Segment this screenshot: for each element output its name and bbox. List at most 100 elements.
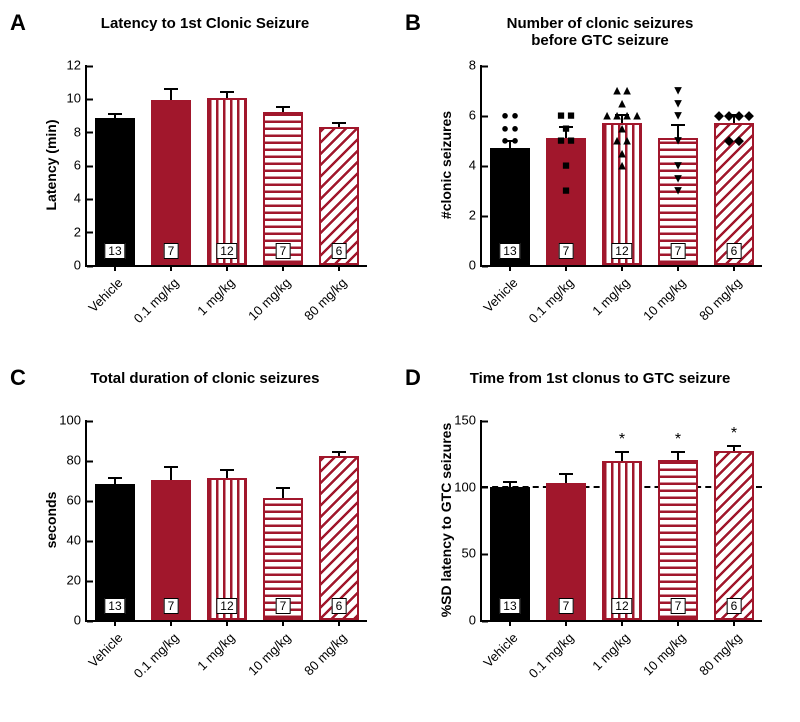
data-point: ● — [516, 171, 524, 184]
x-tick-mark — [565, 265, 567, 271]
error-bar — [114, 113, 116, 119]
bar: 6 — [714, 451, 754, 620]
n-label: 7 — [559, 598, 574, 614]
error-bar — [733, 445, 735, 450]
chart-title: Time from 1st clonus to GTC seizure — [405, 371, 795, 388]
x-tick-mark — [170, 265, 172, 271]
x-tick-mark — [509, 265, 511, 271]
y-axis-label: seconds — [43, 420, 59, 620]
y-tick: 8 — [469, 58, 482, 73]
bar: 13 — [490, 487, 530, 620]
significance-marker: * — [675, 431, 681, 449]
data-point: ■ — [562, 184, 570, 197]
panel-A: ALatency to 1st Clonic Seizure0246810121… — [10, 10, 400, 350]
y-axis-label: #clonic seizures — [438, 65, 454, 265]
error-bar — [170, 466, 172, 480]
x-tick-label: 10 mg/kg — [245, 275, 293, 323]
y-tick: 100 — [454, 479, 482, 494]
x-tick-mark — [565, 620, 567, 626]
x-tick-label: 1 mg/kg — [194, 275, 237, 318]
x-tick-mark — [226, 620, 228, 626]
data-point: ● — [506, 171, 514, 184]
data-point: ▼ — [672, 184, 685, 197]
x-tick-label: 80 mg/kg — [696, 275, 744, 323]
n-label: 6 — [332, 598, 347, 614]
x-tick-label: 0.1 mg/kg — [526, 630, 577, 681]
y-tick: 150 — [454, 413, 482, 428]
error-bar — [282, 106, 284, 112]
x-tick-label: Vehicle — [480, 630, 520, 670]
data-point: ■ — [557, 134, 565, 147]
n-label: 12 — [611, 598, 632, 614]
error-bar — [114, 477, 116, 484]
plot-area: 05010015013Vehicle70.1 mg/kg12*1 mg/kg7*… — [480, 420, 762, 622]
data-point: ▲ — [631, 109, 644, 122]
chart-title: Total duration of clonic seizures — [10, 371, 400, 388]
x-tick-mark — [226, 265, 228, 271]
x-tick-label: 1 mg/kg — [194, 630, 237, 673]
y-tick: 50 — [462, 546, 482, 561]
bar: 12 — [602, 461, 642, 620]
data-point: ◆ — [714, 109, 724, 122]
x-tick-mark — [509, 620, 511, 626]
significance-marker: * — [731, 425, 737, 443]
data-point: ▼ — [672, 109, 685, 122]
x-tick-label: 1 mg/kg — [589, 275, 632, 318]
error-bar — [338, 122, 340, 127]
panel-D: DTime from 1st clonus to GTC seizure0501… — [405, 365, 795, 710]
n-label: 6 — [332, 243, 347, 259]
bar: 7 — [263, 112, 303, 265]
x-tick-label: 80 mg/kg — [301, 630, 349, 678]
n-label: 7 — [559, 243, 574, 259]
x-tick-mark — [677, 620, 679, 626]
plot-area: 0246813●●●●●●●●●●●●●Vehicle7■■■■■■■0.1 m… — [480, 65, 762, 267]
n-label: 13 — [104, 243, 125, 259]
y-tick: 60 — [67, 493, 87, 508]
n-label: 13 — [499, 243, 520, 259]
n-label: 7 — [671, 243, 686, 259]
bar: 7 — [658, 460, 698, 620]
data-point: ▲ — [616, 159, 629, 172]
error-bar — [509, 481, 511, 486]
data-point: ◆ — [724, 134, 734, 147]
bar: 6 — [319, 127, 359, 265]
data-point: ■ — [567, 134, 575, 147]
bar: 12 — [207, 478, 247, 620]
x-tick-label: 10 mg/kg — [245, 630, 293, 678]
error-bar — [565, 473, 567, 483]
n-label: 12 — [611, 243, 632, 259]
n-label: 13 — [104, 598, 125, 614]
y-tick: 8 — [74, 124, 87, 139]
n-label: 7 — [671, 598, 686, 614]
bar: 7 — [263, 498, 303, 620]
bar: 7 — [151, 480, 191, 620]
x-tick-mark — [114, 265, 116, 271]
error-bar — [621, 451, 623, 461]
y-axis-label: Latency (min) — [43, 65, 59, 265]
y-tick: 0 — [469, 258, 482, 273]
y-tick: 2 — [74, 224, 87, 239]
x-tick-mark — [282, 265, 284, 271]
error-bar — [170, 88, 172, 101]
n-label: 7 — [164, 243, 179, 259]
bar: 7 — [546, 483, 586, 620]
y-tick: 4 — [469, 158, 482, 173]
y-tick: 4 — [74, 191, 87, 206]
y-tick: 80 — [67, 453, 87, 468]
x-tick-label: 80 mg/kg — [301, 275, 349, 323]
y-tick: 40 — [67, 533, 87, 548]
x-tick-mark — [114, 620, 116, 626]
error-bar — [226, 91, 228, 99]
n-label: 12 — [216, 243, 237, 259]
bar: 13 — [95, 484, 135, 620]
plot-area: 02040608010013Vehicle70.1 mg/kg121 mg/kg… — [85, 420, 367, 622]
panel-B: BNumber of clonic seizures before GTC se… — [405, 10, 795, 350]
y-tick: 100 — [59, 413, 87, 428]
n-label: 6 — [727, 598, 742, 614]
bar: 12 — [207, 98, 247, 265]
y-tick: 12 — [67, 58, 87, 73]
x-tick-label: Vehicle — [480, 275, 520, 315]
data-point: ▼ — [672, 134, 685, 147]
data-point: ◆ — [724, 109, 734, 122]
x-tick-mark — [733, 620, 735, 626]
